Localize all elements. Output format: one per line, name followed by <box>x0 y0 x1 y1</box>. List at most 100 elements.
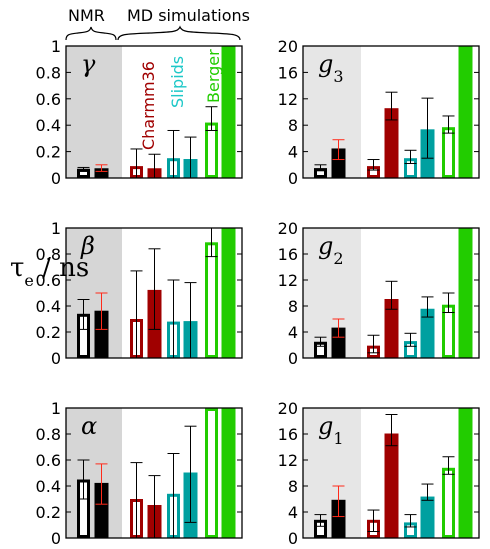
series-labels: Charmm36 Slipids Berger <box>139 49 223 150</box>
bar-beta-berger-open <box>205 242 218 358</box>
ytick-label-gamma: 0.2 <box>36 143 61 162</box>
nmr-shade-alpha <box>66 408 122 538</box>
ytick-label-g1: 16 <box>278 425 298 444</box>
panel-label-g3: g3 <box>318 50 344 86</box>
bar-alpha-berger-open <box>205 408 218 538</box>
bar-beta-berger-filled <box>221 227 236 359</box>
nmr-shaded-regions <box>66 46 361 538</box>
ytick-label-g2: 16 <box>278 245 298 264</box>
bar-g2-berger-open <box>442 304 455 359</box>
ytick-label-gamma: 0.4 <box>36 116 61 135</box>
y-axis-label-sub: e <box>24 271 33 290</box>
errorbar-g2-charmm36-filled <box>385 280 398 310</box>
ytick-label-alpha: 0 <box>51 529 61 548</box>
panel-label-beta: β <box>80 232 95 260</box>
ytick-label-alpha: 0.2 <box>36 503 61 522</box>
y-axis-label-rest: / ns <box>34 253 89 283</box>
errorbar-g1-berger-open <box>442 456 455 475</box>
ytick-label-g3: 4 <box>288 143 298 162</box>
errorbar-gamma-nmr-open <box>77 166 90 172</box>
group-headers: NMR MD simulations <box>65 6 250 41</box>
ytick-label-g1: 20 <box>278 399 298 418</box>
ytick-label-g1: 0 <box>288 529 298 548</box>
bar-g2-berger-filled <box>458 227 473 359</box>
errorbar-g1-nmr-filled <box>332 485 345 518</box>
ytick-label-g2: 20 <box>278 219 298 238</box>
ytick-label-gamma: 1 <box>51 37 61 56</box>
panel-frames: 00.20.40.60.81γ048121620g300.20.40.60.81… <box>36 37 480 548</box>
md-brace <box>117 25 241 41</box>
series-label-slipids: Slipids <box>168 56 187 108</box>
ytick-label-alpha: 1 <box>51 399 61 418</box>
errorbar-beta-nmr-filled <box>95 292 108 330</box>
errorbar-g2-charmm36-open <box>367 334 380 354</box>
frame-g1 <box>302 407 480 539</box>
ytick-label-g3: 8 <box>288 116 298 135</box>
ytick-label-beta: 0 <box>51 349 61 368</box>
frame-alpha <box>65 407 243 539</box>
bar-g1-charmm36-filled <box>384 433 399 539</box>
bar-gamma-berger-open <box>205 122 218 178</box>
ytick-label-gamma: 0.8 <box>36 63 61 82</box>
errorbar-g2-nmr-filled <box>332 318 345 338</box>
errorbar-g1-charmm36-filled <box>385 414 398 447</box>
errorbar-g3-slipids-open <box>404 149 417 164</box>
ytick-label-g1: 8 <box>288 477 298 496</box>
ytick-label-g1: 4 <box>288 503 298 522</box>
series-label-charmm36: Charmm36 <box>139 61 158 150</box>
ytick-label-g3: 16 <box>278 63 298 82</box>
ytick-label-g3: 0 <box>288 169 298 188</box>
chart-marks <box>77 45 473 539</box>
nmr-brace <box>65 26 117 41</box>
frame-g2 <box>302 227 480 359</box>
ytick-label-g2: 4 <box>288 323 298 342</box>
series-label-berger: Berger <box>204 49 223 103</box>
errorbar-g1-nmr-open <box>314 514 327 527</box>
errorbar-g3-charmm36-open <box>367 159 380 171</box>
ytick-label-beta: 0.8 <box>36 245 61 264</box>
panel-label-g2: g2 <box>318 232 344 268</box>
errorbar-gamma-berger-open <box>205 106 218 131</box>
panel-label-letter: g <box>318 232 333 260</box>
nmr-group-label: NMR <box>68 6 105 25</box>
bar-alpha-berger-filled <box>221 407 236 539</box>
ytick-label-alpha: 0.8 <box>36 425 61 444</box>
panel-label-subscript: 1 <box>333 429 343 448</box>
panel-label-letter: g <box>318 412 333 440</box>
ytick-label-gamma: 0.6 <box>36 90 61 109</box>
ytick-label-beta: 1 <box>51 219 61 238</box>
ytick-label-alpha: 0.6 <box>36 451 61 470</box>
frame-beta <box>65 227 243 359</box>
errorbar-g3-nmr-filled <box>332 139 345 161</box>
errorbar-g2-slipids-open <box>404 332 417 347</box>
errorbar-g3-berger-open <box>442 115 455 134</box>
panel-label-subscript: 3 <box>333 67 343 86</box>
panel-label-g1: g1 <box>318 412 344 448</box>
errorbar-alpha-slipids-filled <box>184 425 197 523</box>
errorbar-beta-charmm36-filled <box>148 248 161 330</box>
errorbar-g1-charmm36-open <box>367 509 380 532</box>
bar-g1-slipids-filled <box>420 496 435 539</box>
ytick-label-g2: 12 <box>278 271 298 290</box>
ytick-label-beta: 0.2 <box>36 323 61 342</box>
ytick-label-gamma: 0 <box>51 169 61 188</box>
bar-g3-berger-filled <box>458 45 473 179</box>
errorbar-g2-berger-open <box>442 292 455 313</box>
ytick-label-beta: 0.6 <box>36 271 61 290</box>
ytick-label-alpha: 0.4 <box>36 477 61 496</box>
y-axis-label: τe / ns <box>10 253 89 290</box>
panel-label-gamma: γ <box>81 50 96 78</box>
frame-g3 <box>302 45 480 179</box>
ytick-label-g3: 20 <box>278 37 298 56</box>
md-group-label: MD simulations <box>127 6 250 25</box>
errorbar-g3-slipids-filled <box>421 97 434 159</box>
errorbar-g3-nmr-open <box>314 164 327 172</box>
errorbar-g1-slipids-open <box>404 514 417 528</box>
ytick-label-g1: 12 <box>278 451 298 470</box>
errorbar-g3-charmm36-filled <box>385 91 398 121</box>
panel-label-subscript: 2 <box>333 249 343 268</box>
errorbar-gamma-nmr-filled <box>95 164 108 172</box>
errorbar-beta-nmr-open <box>77 299 90 330</box>
errorbar-g2-nmr-open <box>314 336 327 347</box>
